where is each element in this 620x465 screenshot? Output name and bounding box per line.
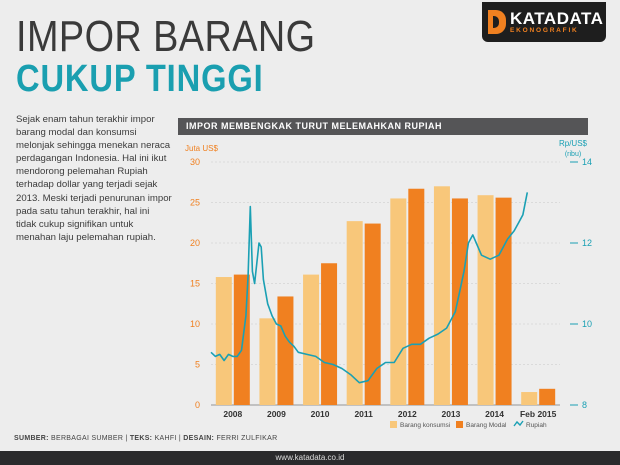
legend-rupiah-label: Rupiah <box>526 422 547 429</box>
bar-barang-modal <box>408 188 425 405</box>
logo-main-text: KATADATA <box>510 8 604 28</box>
chart-header: IMPOR MEMBENGKAK TURUT MELEMAHKAN RUPIAH <box>178 118 588 135</box>
y-right-axis-label: Rp/US$ <box>559 139 588 148</box>
katadata-d-logo-icon <box>488 10 506 34</box>
bar-barang-konsumsi <box>433 186 450 405</box>
legend-barang-konsumsi-label: Barang konsumsi <box>400 422 450 429</box>
bar-barang-konsumsi <box>259 318 276 405</box>
chart: Juta US$ Rp/US$ (ribu) 0 5 10 15 20 25 30 8 10 12 14 2… <box>185 139 592 429</box>
page-title-line1: IMPOR BARANG <box>16 12 316 61</box>
teks-value: KAHFI <box>154 435 177 442</box>
desain-value: FERRI ZULFIKAR <box>216 435 278 442</box>
footer-credits: SUMBER: BERBAGAI SUMBER | TEKS: KAHFI | … <box>14 435 278 442</box>
bar-barang-konsumsi <box>390 198 407 405</box>
x-tick-label: 2013 <box>441 409 460 419</box>
legend-barang-modal-swatch <box>456 421 463 428</box>
y-left-tick-label: 20 <box>190 238 200 248</box>
y-left-tick-label: 15 <box>190 279 200 289</box>
desain-label: DESAIN: <box>183 435 215 442</box>
bar-barang-modal <box>277 296 294 405</box>
teks-label: TEKS: <box>129 435 153 442</box>
bar-barang-modal <box>321 263 338 405</box>
x-tick-label: 2008 <box>223 409 242 419</box>
sumber-value: BERBAGAI SUMBER <box>51 435 124 442</box>
legend-barang-modal-label: Barang Modal <box>466 422 507 429</box>
y-right-tick-label: 8 <box>582 400 587 410</box>
y-left-tick-label: 0 <box>195 400 200 410</box>
y-right-axis-sublabel: (ribu) <box>565 151 581 158</box>
bar-barang-modal <box>451 198 468 405</box>
x-tick-label: 2012 <box>398 409 417 419</box>
bar-barang-modal <box>539 388 556 405</box>
logo-sub-text: EKONOGRAFIK <box>510 26 579 34</box>
bar-barang-konsumsi <box>521 392 538 405</box>
website-link[interactable]: www.katadata.co.id <box>275 453 345 462</box>
legend-barang-konsumsi-swatch <box>390 421 397 428</box>
y-right-tick-label: 14 <box>582 157 592 167</box>
x-tick-label: 2014 <box>485 409 504 419</box>
bar-barang-konsumsi <box>346 221 363 405</box>
y-right-tick-label: 10 <box>582 319 592 329</box>
x-tick-label: 2010 <box>311 409 330 419</box>
bar-barang-konsumsi <box>477 195 494 405</box>
x-tick-label: 2009 <box>267 409 286 419</box>
bar-barang-konsumsi <box>215 277 232 405</box>
bar-barang-modal <box>364 223 381 405</box>
bar-barang-konsumsi <box>303 274 320 405</box>
y-left-axis-label: Juta US$ <box>185 144 218 153</box>
page-title-line2: CUKUP TINGGI <box>16 58 264 100</box>
y-right-tick-label: 12 <box>582 238 592 248</box>
y-left-tick-label: 10 <box>190 319 200 329</box>
footer-website-bar: www.katadata.co.id <box>0 451 620 465</box>
sumber-label: SUMBER: <box>14 435 49 442</box>
body-paragraph: Sejak enam tahun terakhir impor barang m… <box>16 114 172 243</box>
x-tick-label: 2011 <box>354 409 373 419</box>
y-left-tick-label: 5 <box>195 360 200 370</box>
y-left-tick-label: 25 <box>190 198 200 208</box>
line-rupiah <box>210 192 529 384</box>
katadata-logo: KATADATA EKONOGRAFIK <box>482 2 606 42</box>
x-tick-label: Feb 2015 <box>520 409 557 419</box>
bar-barang-modal <box>495 197 512 405</box>
y-left-tick-label: 30 <box>190 157 200 167</box>
legend-rupiah-swatch <box>513 420 524 427</box>
